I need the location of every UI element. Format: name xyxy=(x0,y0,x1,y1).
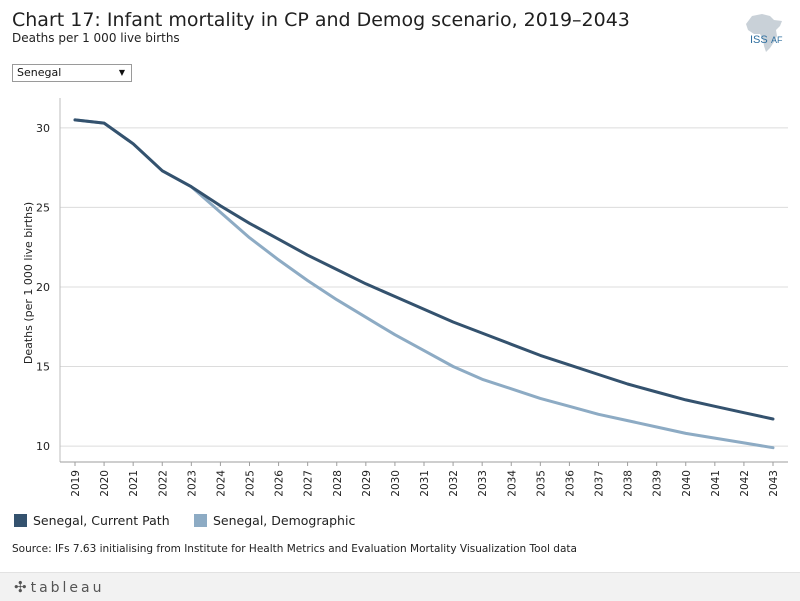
series-line-senegal-demographic xyxy=(73,118,775,450)
logo-text-iss: ISS xyxy=(750,34,768,46)
x-tick-label: 2040 xyxy=(681,470,693,497)
legend-item-current-path[interactable]: Senegal, Current Path xyxy=(14,513,170,528)
x-tick-label: 2036 xyxy=(564,470,576,497)
y-tick-label: 20 xyxy=(36,281,50,294)
legend-swatch-demographic xyxy=(194,514,207,527)
x-tick-label: 2029 xyxy=(361,470,373,497)
series-lines xyxy=(73,118,775,450)
y-tick-label: 10 xyxy=(36,440,50,453)
tableau-footer: ✣ tableau xyxy=(0,572,800,601)
y-tick-label: 30 xyxy=(36,122,50,135)
legend-label-demographic: Senegal, Demographic xyxy=(213,513,356,528)
page-title: Chart 17: Infant mortality in CP and Dem… xyxy=(12,9,630,31)
series-line-senegal-current-path xyxy=(73,118,775,421)
x-tick-label: 2035 xyxy=(535,470,547,497)
x-tick-label: 2038 xyxy=(623,470,635,497)
source-note: Source: IFs 7.63 initialising from Insti… xyxy=(12,543,577,555)
country-filter-value: Senegal xyxy=(17,66,62,79)
africa-map-icon xyxy=(746,14,782,52)
iss-africa-logo: ISS AF xyxy=(746,14,783,52)
x-tick-label: 2033 xyxy=(477,470,489,497)
x-tick-label: 2025 xyxy=(245,470,257,497)
x-tick-label: 2028 xyxy=(332,470,344,497)
x-tick-label: 2031 xyxy=(419,470,431,497)
logo-text-af: AF xyxy=(771,35,783,45)
x-tick-label: 2032 xyxy=(448,470,460,497)
x-tick-label: 2039 xyxy=(652,470,664,497)
chevron-down-icon: ▼ xyxy=(118,68,125,77)
x-tick-label: 2027 xyxy=(303,470,315,497)
tableau-brand-text: tableau xyxy=(30,580,105,596)
y-tick-label: 15 xyxy=(36,361,50,374)
page-subtitle: Deaths per 1 000 live births xyxy=(12,31,180,45)
legend-swatch-current-path xyxy=(14,514,27,527)
x-tick-label: 2037 xyxy=(594,470,606,497)
x-tick-label: 2022 xyxy=(157,470,169,497)
country-filter-dropdown[interactable]: Senegal ▼ xyxy=(12,64,132,82)
tableau-icon: ✣ xyxy=(14,578,27,596)
tableau-logo-link[interactable]: ✣ tableau xyxy=(14,578,105,596)
x-tick-label: 2020 xyxy=(99,470,111,497)
x-tick-label: 2024 xyxy=(215,470,227,497)
x-tick-label: 2043 xyxy=(768,470,780,497)
x-tick-label: 2023 xyxy=(186,470,198,497)
x-tick-label: 2019 xyxy=(70,470,82,497)
x-tick-label: 2034 xyxy=(506,470,518,497)
y-tick-label: 25 xyxy=(36,201,50,214)
x-tick-label: 2042 xyxy=(739,470,751,497)
x-tick-label: 2026 xyxy=(274,470,286,497)
legend-item-demographic[interactable]: Senegal, Demographic xyxy=(194,513,355,528)
y-axis-title: Deaths (per 1 000 live births) xyxy=(22,202,35,364)
gridlines xyxy=(60,127,788,447)
x-tick-label: 2021 xyxy=(128,470,140,497)
legend-label-current-path: Senegal, Current Path xyxy=(33,513,170,528)
x-tick-label: 2041 xyxy=(710,470,722,497)
x-tick-label: 2030 xyxy=(390,470,402,497)
